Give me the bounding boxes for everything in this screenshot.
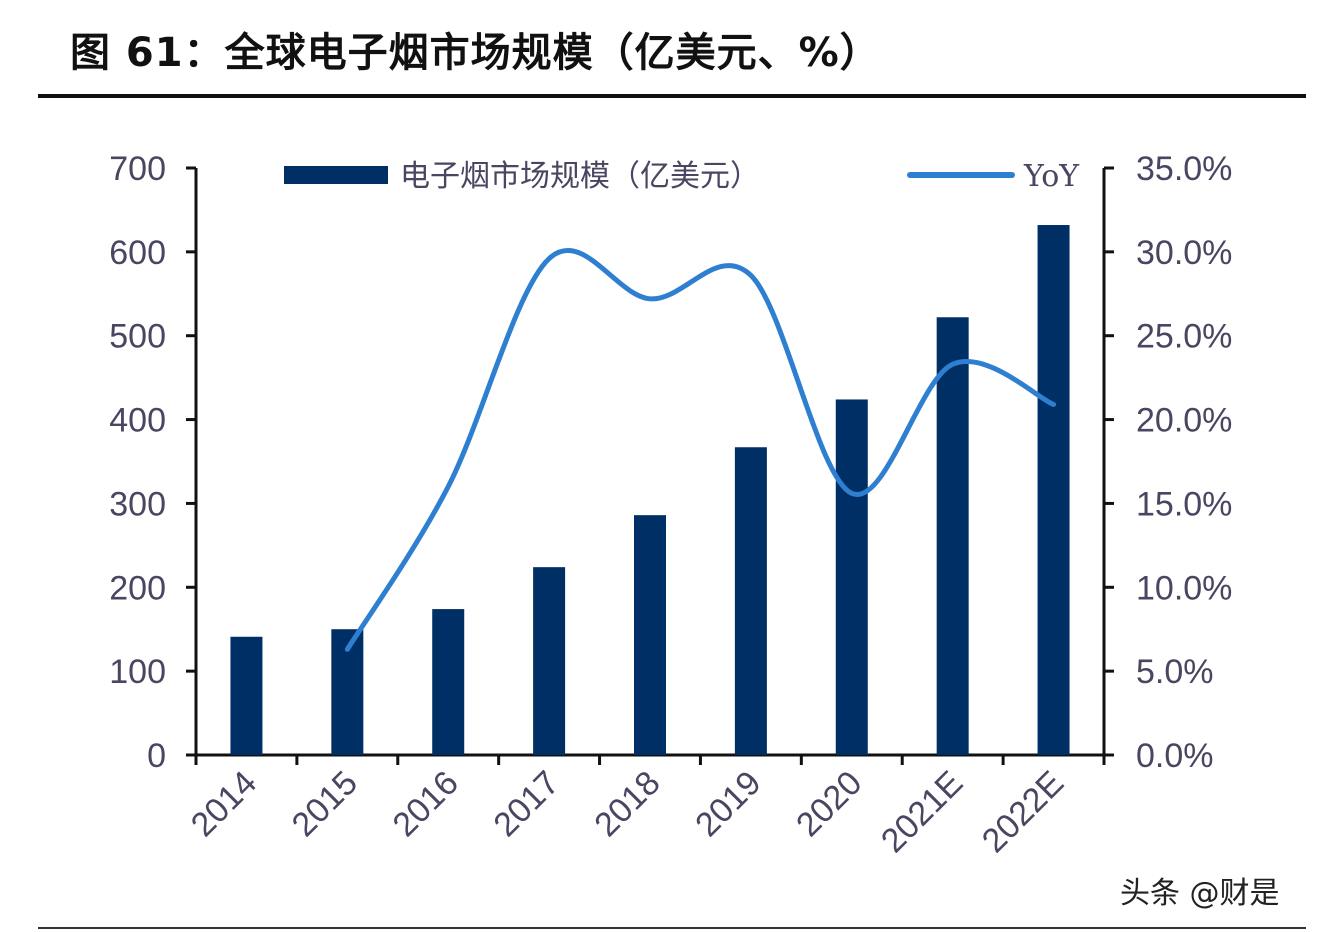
watermark: 头条 @财是 [1120,876,1280,911]
legend-bar-label: 电子烟市场规模（亿美元） [400,159,760,194]
bar-2021E [936,317,969,755]
yoy-line [344,248,1057,652]
bar-2014 [230,636,263,755]
bottom-divider [38,927,1306,929]
x-tick-label: 2020 [789,764,869,844]
left-tick-label: 0 [147,737,166,775]
x-tick-label: 2022E [975,764,1071,860]
left-tick-label: 500 [109,318,166,356]
chart-title: 图 61：全球电子烟市场规模（亿美元、%） [70,30,881,76]
x-tick-label: 2017 [486,764,566,844]
right-tick-label: 10.0% [1136,569,1232,607]
x-tick-label: 2018 [587,764,667,844]
right-tick-label: 0.0% [1136,737,1214,775]
x-tick-label: 2021E [874,764,970,860]
left-tick-label: 200 [109,569,166,607]
bar-2019 [734,447,767,755]
right-tick-label: 15.0% [1136,485,1232,523]
right-tick-label: 5.0% [1136,653,1214,691]
bar-2018 [634,515,666,755]
bar-2020 [835,399,868,755]
legend-bar-swatch [284,166,388,184]
legend-line-label: YoY [1023,159,1080,194]
left-tick-label: 100 [109,653,166,691]
bar-2022E [1037,225,1070,756]
right-tick-label: 20.0% [1136,402,1232,440]
left-tick-label: 300 [109,485,166,523]
x-tick-label: 2014 [184,764,264,844]
bar-2017 [533,567,566,755]
right-tick-label: 25.0% [1136,318,1232,356]
right-tick-label: 35.0% [1136,150,1232,188]
left-tick-label: 700 [109,150,166,188]
left-tick-label: 600 [109,234,166,272]
x-tick-label: 2015 [285,764,365,844]
x-tick-label: 2016 [386,764,466,844]
x-tick-label: 2019 [688,764,768,844]
bar-2016 [432,609,465,755]
title-divider [38,94,1306,98]
right-tick-label: 30.0% [1136,234,1232,272]
left-tick-label: 400 [109,402,166,440]
